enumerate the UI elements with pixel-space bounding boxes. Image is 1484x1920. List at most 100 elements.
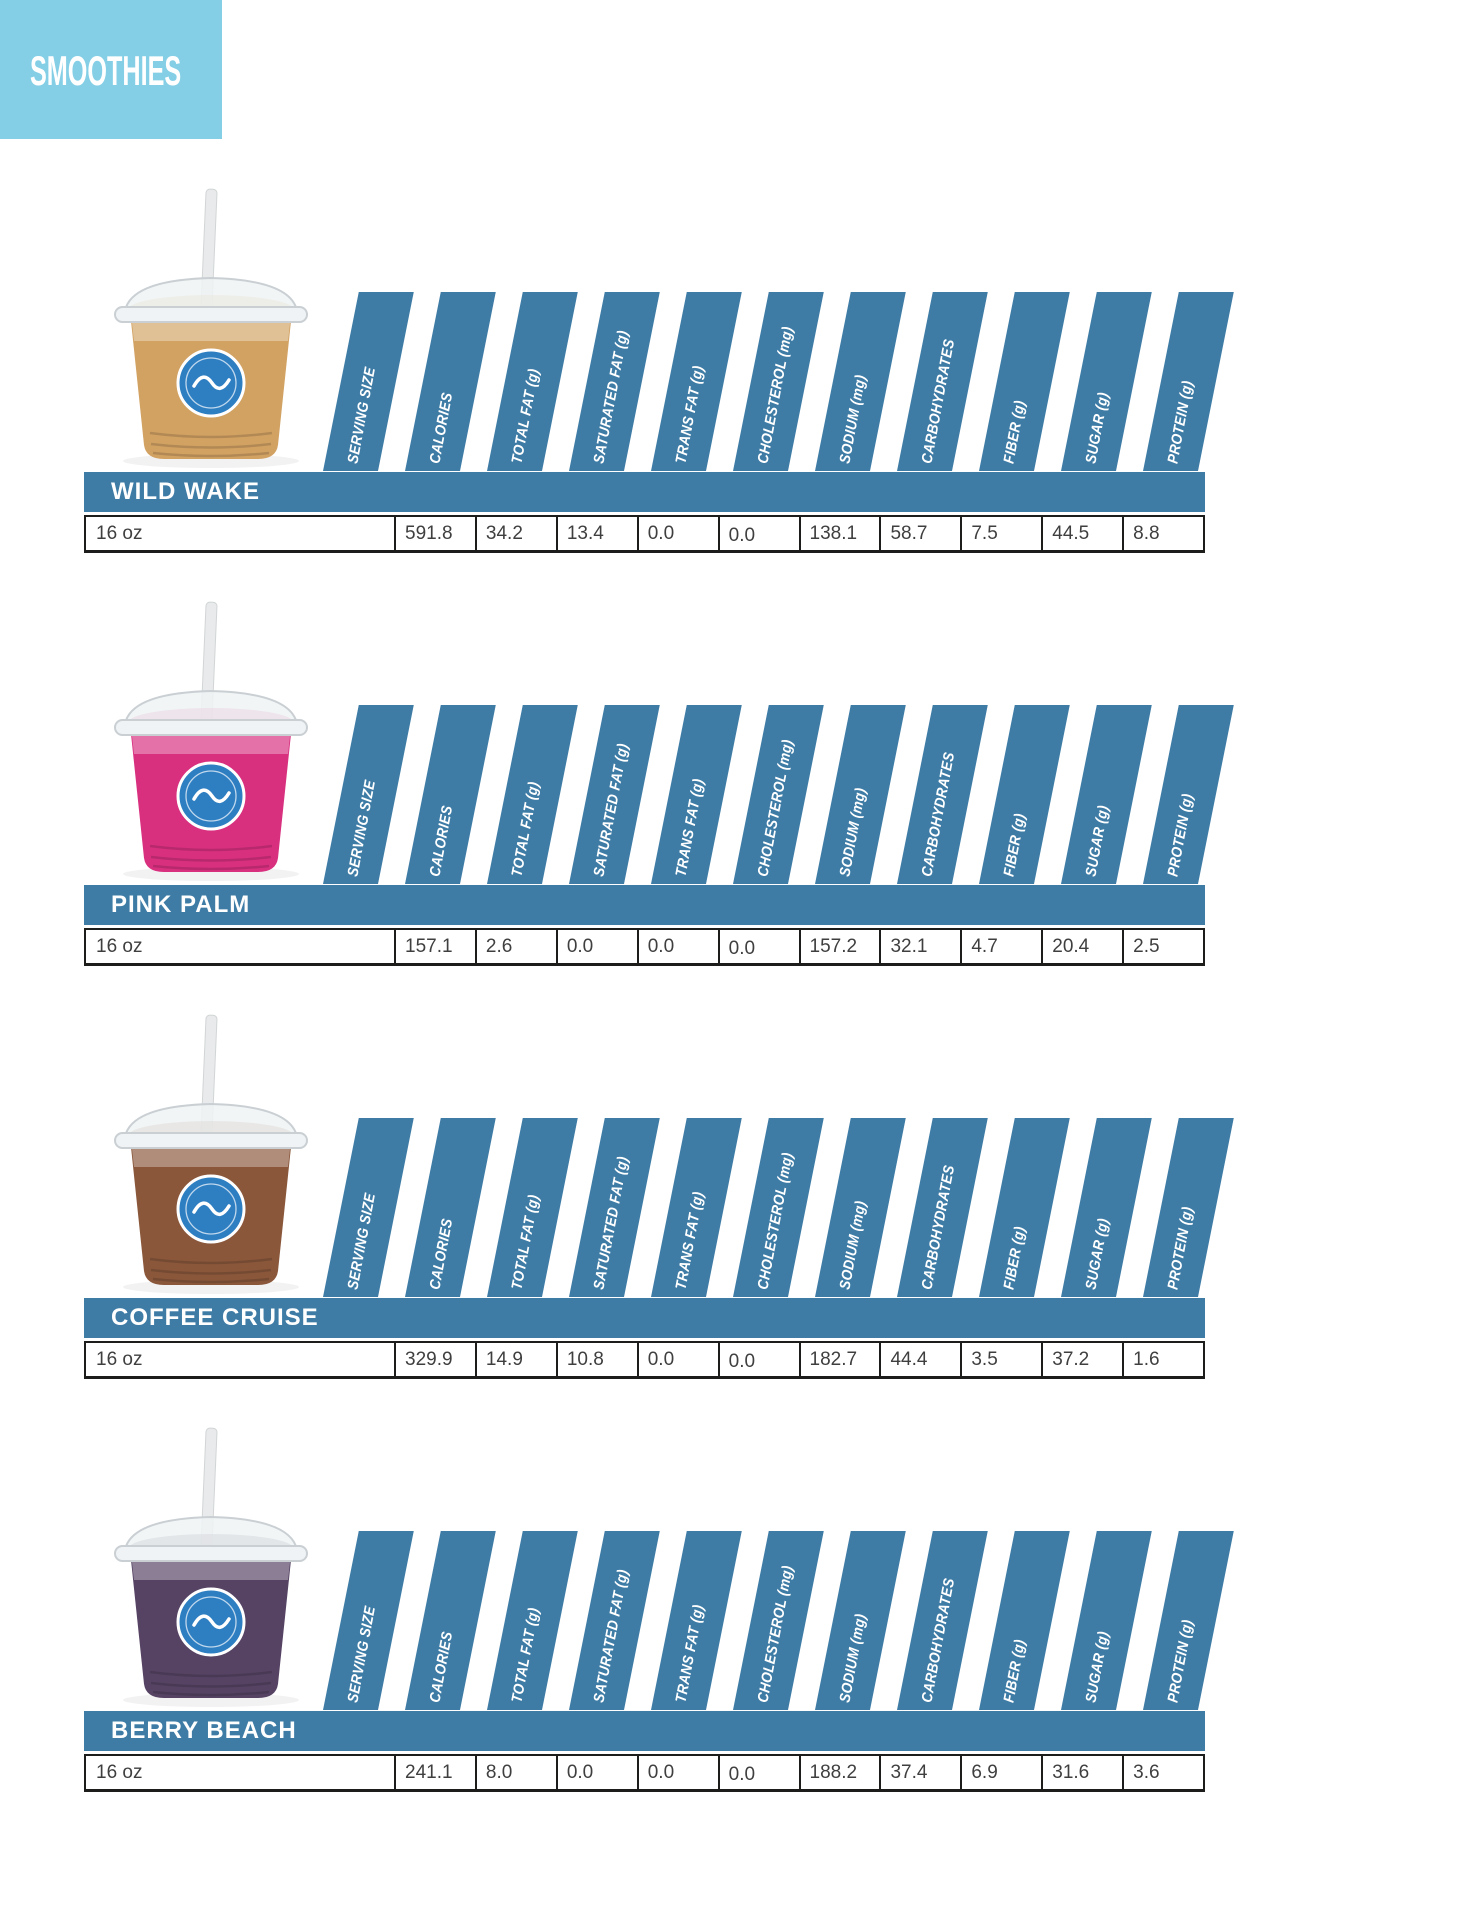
- trans-fat-cell: 0.0: [636, 1756, 718, 1789]
- column-header-band: PROTEIN (g): [1143, 292, 1234, 471]
- carbohydrates-cell: 58.7: [879, 517, 960, 550]
- column-header-label: CALORIES: [426, 804, 457, 878]
- total-fat-cell: 8.0: [474, 1756, 556, 1789]
- column-header-band: FIBER (g): [979, 705, 1070, 884]
- column-header-label: PROTEIN (g): [1164, 1205, 1197, 1291]
- calories-cell: 157.1: [394, 930, 475, 963]
- column-header-band: TRANS FAT (g): [651, 705, 742, 884]
- column-header-band: SUGAR (g): [1061, 1118, 1152, 1297]
- column-header-label: SERVING SIZE: [344, 365, 380, 465]
- column-header-band: TRANS FAT (g): [651, 292, 742, 471]
- column-header-band: TOTAL FAT (g): [487, 705, 578, 884]
- nutrition-row: 16 oz 157.1 2.6 0.0 0.0 0.0 157.2 32.1 4…: [84, 928, 1205, 966]
- column-header-band: PROTEIN (g): [1143, 1118, 1234, 1297]
- total-fat-cell: 14.9: [474, 1343, 556, 1376]
- column-header-band: TOTAL FAT (g): [487, 1118, 578, 1297]
- column-header-band: SUGAR (g): [1061, 292, 1152, 471]
- column-header-label: SERVING SIZE: [344, 1604, 380, 1704]
- product-title-bar: COFFEE CRUISE: [84, 1298, 1205, 1338]
- wave-logo-icon: [176, 1587, 246, 1657]
- product-title-bar: PINK PALM: [84, 885, 1205, 925]
- column-header-band: TRANS FAT (g): [651, 1118, 742, 1297]
- column-header-band: SUGAR (g): [1061, 1531, 1152, 1710]
- column-header-label: SUGAR (g): [1082, 803, 1113, 878]
- nutrition-row: 16 oz 591.8 34.2 13.4 0.0 0.0 138.1 58.7…: [84, 515, 1205, 553]
- column-header-label: FIBER (g): [1000, 812, 1029, 878]
- column-header-band: FIBER (g): [979, 1531, 1070, 1710]
- column-header-band: CALORIES: [405, 1118, 496, 1297]
- total-fat-cell: 2.6: [474, 930, 556, 963]
- column-header-band: CARBOHYDRATES: [897, 1531, 988, 1710]
- sodium-cell: 188.2: [798, 1756, 880, 1789]
- column-header-label: FIBER (g): [1000, 1225, 1029, 1291]
- column-header-label: FIBER (g): [1000, 1638, 1029, 1704]
- fiber-cell: 4.7: [960, 930, 1041, 963]
- column-header-label: CARBOHYDRATES: [918, 1163, 959, 1291]
- column-headers: SERVING SIZE CALORIES TOTAL FAT (g) SATU…: [84, 705, 1234, 884]
- column-header-band: SERVING SIZE: [323, 1531, 414, 1710]
- column-header-band: SERVING SIZE: [323, 705, 414, 884]
- column-header-band: SATURATED FAT (g): [569, 292, 660, 471]
- category-title: SMOOTHIES: [30, 47, 182, 94]
- calories-cell: 591.8: [394, 517, 475, 550]
- column-header-band: CHOLESTEROL (mg): [733, 705, 824, 884]
- column-header-band: CARBOHYDRATES: [897, 292, 988, 471]
- saturated-fat-cell: 0.0: [555, 930, 637, 963]
- column-header-band: CALORIES: [405, 705, 496, 884]
- smoothie-cup-photo: [91, 187, 331, 472]
- nutrition-row: 16 oz 329.9 14.9 10.8 0.0 0.0 182.7 44.4…: [84, 1341, 1205, 1379]
- column-header-band: CARBOHYDRATES: [897, 1118, 988, 1297]
- product-name: PINK PALM: [111, 891, 251, 918]
- column-header-label: TOTAL FAT (g): [508, 1606, 543, 1704]
- column-header-label: TOTAL FAT (g): [508, 780, 543, 878]
- protein-cell: 8.8: [1122, 517, 1203, 550]
- column-header-band: SERVING SIZE: [323, 292, 414, 471]
- column-header-band: TOTAL FAT (g): [487, 1531, 578, 1710]
- column-header-band: PROTEIN (g): [1143, 705, 1234, 884]
- fiber-cell: 6.9: [960, 1756, 1041, 1789]
- sugar-cell: 37.2: [1041, 1343, 1122, 1376]
- product-section-berry-beach: SERVING SIZE CALORIES TOTAL FAT (g) SATU…: [84, 1427, 1234, 1793]
- column-header-label: TOTAL FAT (g): [508, 367, 543, 465]
- carbohydrates-cell: 32.1: [879, 930, 960, 963]
- column-header-label: SUGAR (g): [1082, 390, 1113, 465]
- smoothie-cup-photo: [91, 1426, 331, 1711]
- column-header-band: CARBOHYDRATES: [897, 705, 988, 884]
- column-header-label: CHOLESTEROL (mg): [754, 1564, 797, 1704]
- carbohydrates-cell: 44.4: [879, 1343, 960, 1376]
- product-name: WILD WAKE: [111, 478, 260, 505]
- column-header-label: PROTEIN (g): [1164, 379, 1197, 465]
- category-header: SMOOTHIES: [0, 0, 222, 139]
- column-header-band: SERVING SIZE: [323, 1118, 414, 1297]
- cup-lid: [114, 1102, 308, 1149]
- total-fat-cell: 34.2: [474, 517, 556, 550]
- cup-lid: [114, 689, 308, 736]
- wave-logo-icon: [176, 1174, 246, 1244]
- fiber-cell: 7.5: [960, 517, 1041, 550]
- column-headers: SERVING SIZE CALORIES TOTAL FAT (g) SATU…: [84, 292, 1234, 471]
- column-header-label: TRANS FAT (g): [672, 777, 708, 878]
- column-header-label: CARBOHYDRATES: [918, 1576, 959, 1704]
- column-header-label: CARBOHYDRATES: [918, 750, 959, 878]
- column-header-band: TRANS FAT (g): [651, 1531, 742, 1710]
- column-header-label: SATURATED FAT (g): [590, 742, 632, 878]
- sugar-cell: 31.6: [1041, 1756, 1122, 1789]
- column-header-band: CALORIES: [405, 1531, 496, 1710]
- trans-fat-cell: 0.0: [636, 1343, 718, 1376]
- column-header-label: SODIUM (mg): [836, 786, 870, 878]
- fiber-cell: 3.5: [960, 1343, 1041, 1376]
- cholesterol-cell: 0.0: [717, 517, 799, 550]
- column-header-label: SODIUM (mg): [836, 373, 870, 465]
- trans-fat-cell: 0.0: [636, 517, 718, 550]
- cholesterol-cell: 0.0: [717, 930, 799, 963]
- column-header-band: SUGAR (g): [1061, 705, 1152, 884]
- product-section-coffee-cruise: SERVING SIZE CALORIES TOTAL FAT (g) SATU…: [84, 1014, 1234, 1380]
- column-header-label: SODIUM (mg): [836, 1612, 870, 1704]
- column-header-label: SODIUM (mg): [836, 1199, 870, 1291]
- column-header-band: PROTEIN (g): [1143, 1531, 1234, 1710]
- calories-cell: 329.9: [394, 1343, 475, 1376]
- column-header-label: SERVING SIZE: [344, 1191, 380, 1291]
- column-header-label: CHOLESTEROL (mg): [754, 738, 797, 878]
- product-section-pink-palm: SERVING SIZE CALORIES TOTAL FAT (g) SATU…: [84, 601, 1234, 967]
